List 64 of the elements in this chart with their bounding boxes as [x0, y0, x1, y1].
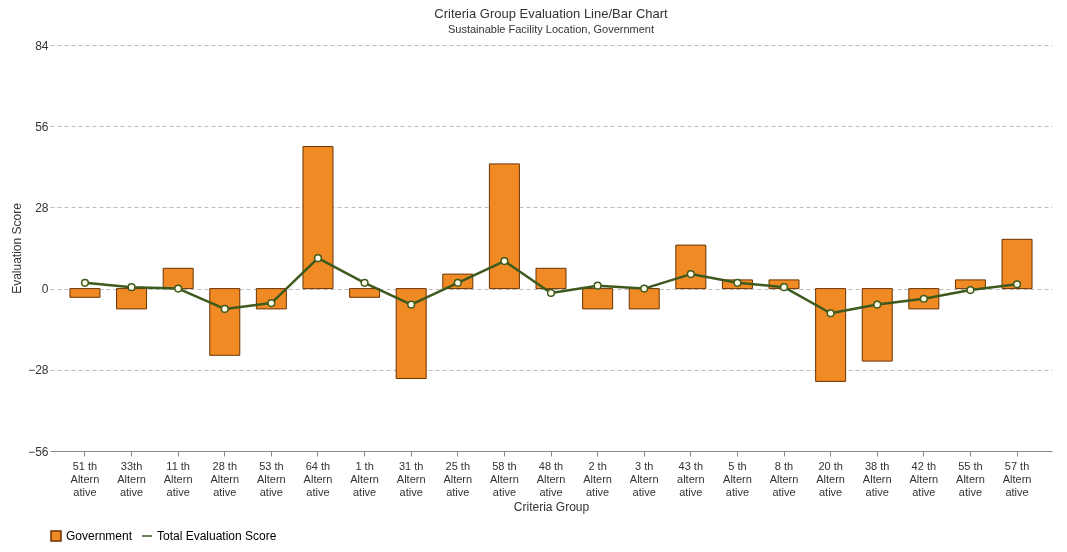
bar: [162, 267, 194, 290]
bar: [535, 267, 567, 290]
point: [546, 288, 556, 298]
bar: [209, 288, 241, 356]
point: [873, 300, 882, 309]
legend-label: Total Evaluation Score: [157, 529, 277, 543]
x-tick-label: 31 th Altern ative: [396, 459, 426, 498]
x-tick-label: 3 th Altern ative: [629, 459, 659, 498]
point: [686, 270, 695, 279]
point: [220, 304, 229, 313]
x-tick-label: 8 th Altern ative: [769, 459, 799, 498]
point: [500, 256, 509, 266]
legend-label: Government: [66, 529, 133, 543]
x-tick-label: 2 th Altern ative: [583, 459, 612, 498]
point: [313, 254, 323, 263]
y-tick-label: 0: [41, 282, 49, 297]
chart-subtitle: Sustainable Facility Location, Government: [447, 23, 655, 35]
bar: [349, 288, 381, 298]
x-tick-label: 25 th Altern ative: [443, 459, 473, 498]
point: [1012, 280, 1022, 289]
bar: [69, 288, 101, 298]
point: [127, 283, 136, 292]
x-tick-label: 1 th Altern ative: [350, 459, 379, 498]
x-axis-title: Criteria Group: [513, 499, 590, 514]
point: [80, 278, 90, 287]
x-tick-label: 11 th Altern ative: [163, 459, 193, 498]
x-tick-label: 43 th altern ative: [677, 459, 705, 498]
x-tick-label: 64 th Altern ative: [303, 459, 333, 498]
x-tick-label: 48 th Altern ative: [536, 459, 566, 498]
point: [593, 281, 602, 290]
chart-title: Criteria Group Evaluation Line/Bar Chart: [434, 6, 669, 21]
x-tick-label: 5 th Altern ative: [723, 459, 752, 498]
point: [966, 285, 975, 295]
x-tick-label: 28 th Altern ative: [210, 459, 240, 498]
bar: [815, 288, 847, 382]
y-tick-label: 84: [35, 38, 49, 53]
x-tick-label: 55 th Altern ative: [956, 459, 985, 498]
x-tick-label: 51 th Altern ative: [70, 459, 100, 498]
y-tick-label: −28: [28, 363, 49, 378]
bar: [1001, 238, 1033, 290]
bar: [861, 288, 893, 362]
point: [826, 309, 835, 318]
bar: [395, 288, 427, 379]
bar: [675, 244, 707, 290]
y-tick-label: 56: [35, 119, 49, 134]
x-tick-label: 38 th Altern ative: [862, 459, 892, 498]
bar: [628, 288, 660, 310]
x-tick-label: 20 th Altern ative: [816, 459, 845, 498]
y-axis-title: Evaluation Score: [10, 202, 25, 294]
y-tick-label: −56: [28, 444, 49, 459]
bar: [116, 288, 148, 310]
x-tick-label: 33th Altern ative: [117, 459, 146, 498]
point: [640, 284, 649, 293]
bar: [302, 146, 334, 290]
y-tick-label: 28: [35, 200, 49, 215]
bar: [582, 288, 614, 310]
point: [174, 284, 183, 293]
x-tick-label: 57 th Altern ative: [1002, 459, 1032, 498]
point: [360, 278, 369, 287]
x-tick-label: 42 th Altern ative: [909, 459, 939, 498]
x-tick-label: 58 th Altern ative: [490, 459, 519, 498]
bar: [488, 163, 520, 290]
x-tick-label: 53 th Altern ative: [257, 459, 286, 498]
point: [407, 300, 416, 309]
